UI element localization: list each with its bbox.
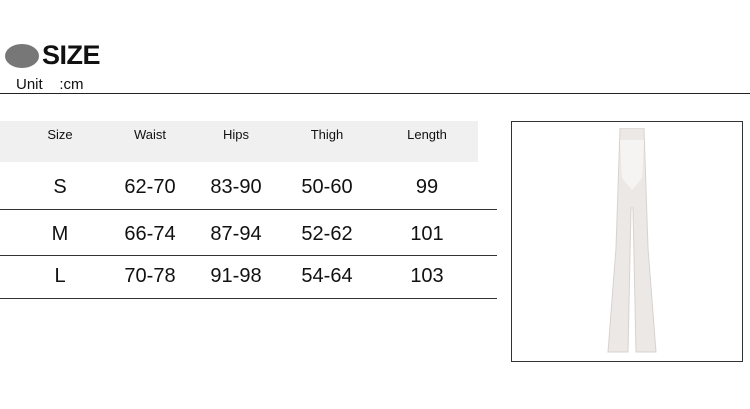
row-divider — [0, 209, 497, 210]
unit-label: Unit :cm — [16, 76, 84, 93]
table-cell: L — [54, 265, 66, 287]
column-header: Waist — [133, 127, 167, 142]
table-cell: M — [51, 223, 69, 245]
row-divider — [0, 255, 497, 256]
table-cell: 70-78 — [124, 265, 176, 287]
table-cell: 103 — [410, 265, 444, 287]
table-cell: 87-94 — [210, 223, 262, 245]
table-cell: 66-74 — [124, 223, 176, 245]
table-cell: 54-64 — [301, 265, 353, 287]
column-header: Length — [407, 127, 447, 142]
table-cell: 50-60 — [301, 176, 353, 198]
table-cell: 91-98 — [210, 265, 262, 287]
column-header: Thigh — [310, 127, 344, 142]
column-header: Hips — [222, 127, 250, 142]
table-cell: 101 — [410, 223, 444, 245]
table-cell: 99 — [415, 176, 439, 198]
lotus-logo-icon — [5, 44, 39, 68]
divider — [0, 93, 750, 94]
lace-flare-pants-image — [607, 128, 657, 353]
table-cell: 52-62 — [301, 223, 353, 245]
row-divider — [0, 298, 497, 299]
table-cell: S — [53, 176, 67, 198]
table-header — [0, 121, 478, 162]
table-cell: 62-70 — [124, 176, 176, 198]
column-header: Size — [47, 127, 73, 142]
product-photo — [511, 121, 743, 362]
page-title: SIZE — [42, 40, 101, 70]
table-cell: 83-90 — [210, 176, 262, 198]
